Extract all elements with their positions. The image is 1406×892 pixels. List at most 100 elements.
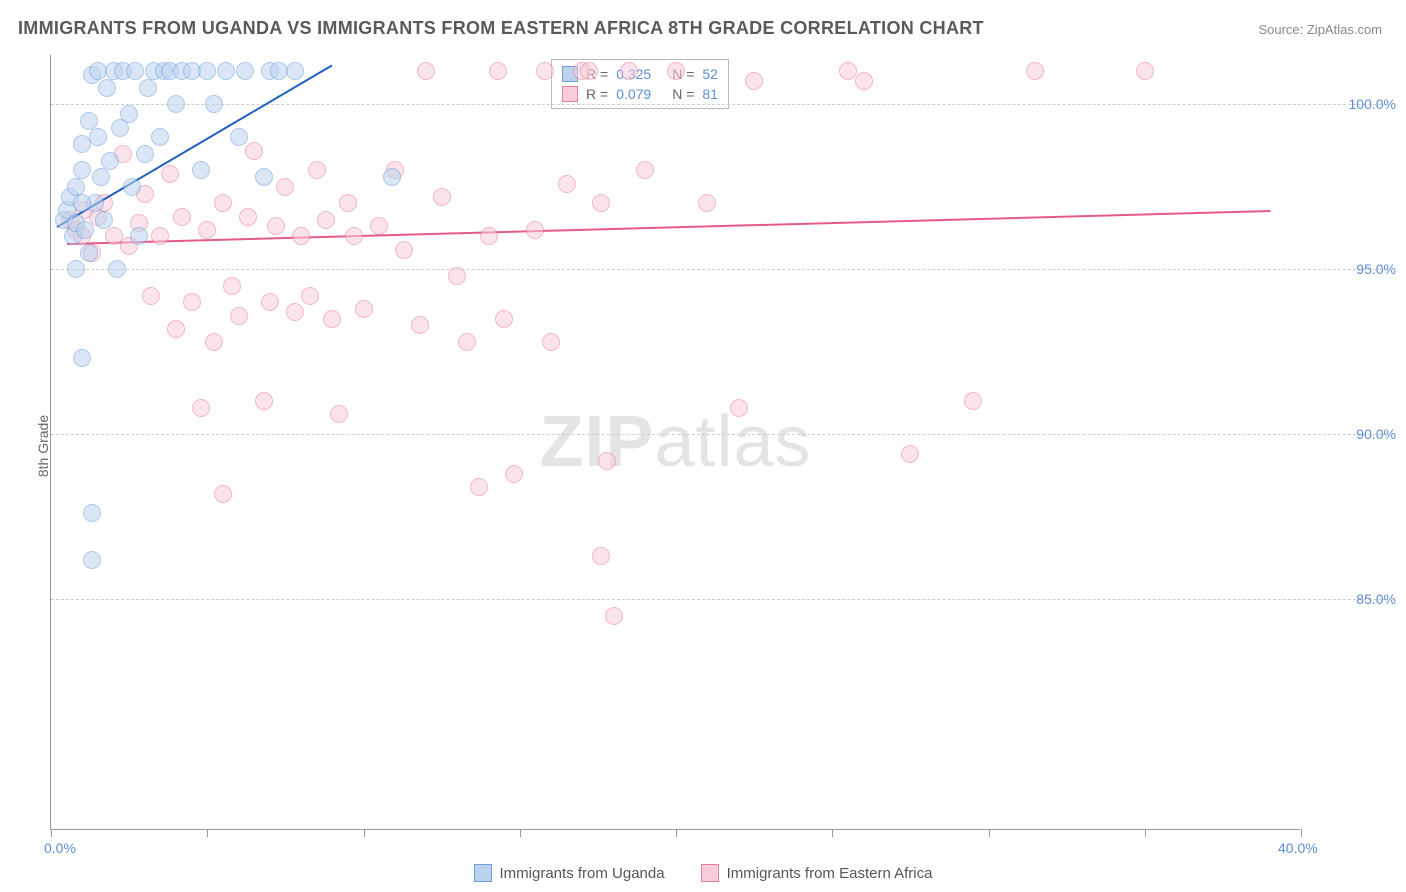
data-point-eastern_africa (355, 300, 373, 318)
data-point-uganda (236, 62, 254, 80)
data-point-eastern_africa (1136, 62, 1154, 80)
gridline (51, 434, 1386, 435)
data-point-eastern_africa (411, 316, 429, 334)
data-point-uganda (73, 161, 91, 179)
x-tick (1301, 829, 1302, 837)
corr-n-value: 81 (702, 86, 718, 102)
data-point-eastern_africa (526, 221, 544, 239)
data-point-eastern_africa (620, 62, 638, 80)
data-point-eastern_africa (480, 227, 498, 245)
data-point-eastern_africa (448, 267, 466, 285)
data-point-eastern_africa (192, 399, 210, 417)
data-point-eastern_africa (592, 547, 610, 565)
source-label: Source: ZipAtlas.com (1258, 22, 1382, 37)
data-point-uganda (67, 260, 85, 278)
data-point-uganda (130, 227, 148, 245)
data-point-eastern_africa (855, 72, 873, 90)
chart-title: IMMIGRANTS FROM UGANDA VS IMMIGRANTS FRO… (18, 18, 984, 39)
data-point-uganda (151, 128, 169, 146)
data-point-uganda (230, 128, 248, 146)
data-point-eastern_africa (417, 62, 435, 80)
data-point-eastern_africa (505, 465, 523, 483)
data-point-uganda (83, 504, 101, 522)
y-tick-label: 85.0% (1316, 591, 1396, 607)
data-point-uganda (89, 128, 107, 146)
data-point-eastern_africa (395, 241, 413, 259)
data-point-uganda (108, 260, 126, 278)
x-tick (989, 829, 990, 837)
data-point-eastern_africa (167, 320, 185, 338)
data-point-uganda (73, 349, 91, 367)
data-point-uganda (139, 79, 157, 97)
data-point-uganda (126, 62, 144, 80)
data-point-eastern_africa (214, 194, 232, 212)
data-point-eastern_africa (558, 175, 576, 193)
x-tick (676, 829, 677, 837)
legend-item-eastern_africa: Immigrants from Eastern Africa (701, 864, 933, 882)
data-point-eastern_africa (580, 62, 598, 80)
data-point-eastern_africa (542, 333, 560, 351)
data-point-uganda (83, 551, 101, 569)
data-point-eastern_africa (198, 221, 216, 239)
data-point-uganda (92, 168, 110, 186)
data-point-uganda (383, 168, 401, 186)
corr-n-value: 52 (702, 66, 718, 82)
legend: Immigrants from Uganda Immigrants from Ea… (0, 864, 1406, 882)
data-point-eastern_africa (636, 161, 654, 179)
data-point-eastern_africa (592, 194, 610, 212)
data-point-eastern_africa (183, 293, 201, 311)
legend-label-uganda: Immigrants from Uganda (500, 865, 665, 882)
data-point-uganda (198, 62, 216, 80)
data-point-eastern_africa (308, 161, 326, 179)
data-point-eastern_africa (317, 211, 335, 229)
data-point-uganda (73, 194, 91, 212)
chart-plot-area: ZIPatlas R =0.325N =52R =0.079N =81 85.0… (50, 55, 1300, 830)
data-point-eastern_africa (261, 293, 279, 311)
legend-label-eastern_africa: Immigrants from Eastern Africa (727, 865, 933, 882)
y-tick-label: 100.0% (1316, 96, 1396, 112)
gridline (51, 104, 1386, 105)
y-tick-label: 95.0% (1316, 261, 1396, 277)
x-tick (51, 829, 52, 837)
data-point-uganda (80, 112, 98, 130)
data-point-uganda (101, 152, 119, 170)
data-point-eastern_africa (323, 310, 341, 328)
data-point-eastern_africa (1026, 62, 1044, 80)
data-point-uganda (67, 178, 85, 196)
data-point-eastern_africa (745, 72, 763, 90)
data-point-eastern_africa (495, 310, 513, 328)
data-point-eastern_africa (286, 303, 304, 321)
data-point-eastern_africa (230, 307, 248, 325)
corr-row-eastern_africa: R =0.079N =81 (562, 84, 718, 104)
data-point-eastern_africa (730, 399, 748, 417)
data-point-eastern_africa (267, 217, 285, 235)
data-point-eastern_africa (901, 445, 919, 463)
data-point-eastern_africa (245, 142, 263, 160)
gridline (51, 599, 1386, 600)
data-point-eastern_africa (301, 287, 319, 305)
data-point-eastern_africa (214, 485, 232, 503)
data-point-eastern_africa (433, 188, 451, 206)
data-point-uganda (286, 62, 304, 80)
data-point-eastern_africa (151, 227, 169, 245)
y-axis-label: 8th Grade (35, 415, 51, 477)
x-tick (520, 829, 521, 837)
data-point-eastern_africa (598, 452, 616, 470)
data-point-eastern_africa (470, 478, 488, 496)
x-tick (207, 829, 208, 837)
data-point-uganda (192, 161, 210, 179)
legend-swatch-eastern_africa (701, 864, 719, 882)
data-point-eastern_africa (173, 208, 191, 226)
data-point-eastern_africa (276, 178, 294, 196)
data-point-uganda (80, 244, 98, 262)
data-point-eastern_africa (255, 392, 273, 410)
x-tick (1145, 829, 1146, 837)
data-point-eastern_africa (339, 194, 357, 212)
data-point-eastern_africa (698, 194, 716, 212)
data-point-uganda (136, 145, 154, 163)
data-point-eastern_africa (142, 287, 160, 305)
watermark-bold: ZIP (539, 402, 654, 482)
data-point-eastern_africa (239, 208, 257, 226)
data-point-uganda (120, 105, 138, 123)
corr-n-label: N = (672, 86, 694, 102)
